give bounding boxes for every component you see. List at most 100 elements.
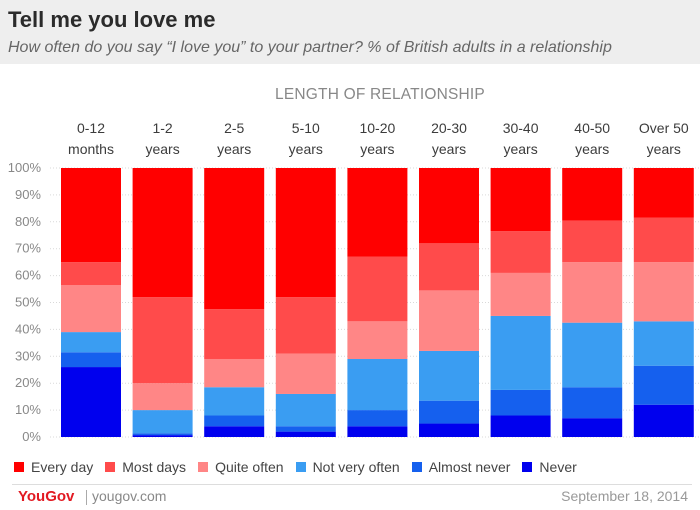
bar-segment-never [419, 423, 479, 437]
bar-segment-not-very-often [490, 315, 551, 390]
bar-segment-most-days [275, 297, 336, 354]
y-tick-label: 60% [15, 268, 41, 283]
legend-item: Quite often [198, 459, 284, 475]
bar-segment-almost-never [204, 415, 265, 427]
category-label: 5-10 years [288, 120, 323, 157]
bar-segment-not-very-often [204, 387, 265, 416]
bar-segment-most-days [633, 217, 694, 263]
bar-segment-every-day [61, 168, 121, 263]
chart-legend: Every day Most days Quite often Not very of… [14, 457, 589, 477]
bar-segment-never [275, 431, 336, 437]
legend-swatch [14, 462, 24, 472]
bar-segment-every-day [562, 168, 623, 221]
legend-swatch [411, 462, 422, 472]
bar-segment-not-very-often [347, 358, 408, 411]
footer-site-link[interactable]: yougov.com [92, 488, 167, 504]
legend-label: Most days [122, 459, 187, 475]
legend-item: Almost never [411, 459, 511, 475]
bar-segment-almost-never [275, 426, 336, 432]
legend-item: Never [522, 459, 577, 475]
bar-segment-quite-often [633, 262, 694, 322]
bar-segment-almost-never [347, 410, 408, 427]
bar-segment-most-days [490, 231, 551, 273]
legend-swatch [522, 462, 533, 472]
stacked-bar-chart: 0% 10% 20% 30% 40% 50% 60% 70% 80% 90% 100% [8, 160, 700, 444]
bar-segment-never [347, 426, 408, 437]
bar-segment-most-days [419, 243, 479, 291]
bar-segment-not-very-often [61, 332, 121, 353]
legend-swatch [295, 462, 306, 472]
bar-segment-never [490, 415, 551, 437]
bar-segment-every-day [633, 168, 694, 218]
bar-segment-quite-often [419, 290, 479, 351]
category-label: Over 50 years [638, 120, 689, 157]
bar-segment-almost-never [633, 365, 694, 405]
bar-segment-quite-often [132, 383, 193, 411]
chart-subtitle: How often do you say “I love you” to you… [8, 39, 612, 56]
bar-segment-almost-never [490, 389, 551, 416]
bar-segment-every-day [204, 168, 265, 310]
category-label: 10-20 years [359, 120, 396, 157]
bar-segment-almost-never [132, 433, 193, 436]
category-label: 1-2 years [145, 120, 180, 157]
category-label: 30-40 years [502, 120, 539, 157]
bar-segment-never [562, 418, 623, 437]
bar-segment-most-days [61, 262, 121, 286]
category-label: 40-50 years [574, 120, 611, 157]
bar-segment-every-day [490, 168, 551, 232]
bar-segment-not-very-often [132, 410, 193, 434]
header-banner: Tell me you love me How often do you say… [0, 0, 700, 64]
y-tick-label: 90% [15, 187, 41, 202]
bar-segment-every-day [419, 168, 479, 244]
legend-swatch [198, 462, 209, 472]
y-tick-label: 10% [15, 402, 41, 417]
legend-label: Quite often [215, 459, 284, 475]
bar-segment-quite-often [347, 321, 408, 359]
legend-item: Most days [105, 459, 186, 475]
bar-segment-every-day [275, 168, 336, 298]
footer-divider [12, 484, 692, 485]
bar-segment-most-days [347, 256, 408, 322]
bar-segment-never [204, 426, 265, 437]
legend-item: Every day [14, 459, 93, 475]
category-label: 2-5 years [217, 120, 252, 157]
y-tick-label: 100% [8, 160, 42, 175]
bar-segment-quite-often [61, 285, 121, 333]
y-tick-label: 40% [15, 321, 41, 336]
bar-segment-never [61, 367, 121, 437]
yougov-logo: YouGov [18, 488, 75, 505]
y-tick-label: 0% [22, 429, 41, 444]
category-label: 20-30 years [431, 120, 467, 157]
footer-separator [86, 490, 87, 505]
bar-segment-almost-never [419, 400, 479, 424]
y-tick-label: 20% [15, 375, 41, 390]
legend-label: Every day [31, 459, 94, 475]
bar-segment-not-very-often [633, 321, 694, 366]
bar-segment-almost-never [61, 352, 121, 368]
legend-swatch [105, 462, 116, 472]
bar-segment-every-day [347, 168, 408, 257]
bar-segment-not-very-often [275, 393, 336, 427]
footer-date: September 18, 2014 [561, 488, 688, 504]
x-axis-title: LENGTH OF RELATIONSHIP [275, 86, 485, 103]
bar-segment-not-very-often [562, 322, 623, 388]
bar-segment-quite-often [204, 358, 265, 388]
bar-segment-most-days [204, 309, 265, 359]
y-tick-label: 70% [15, 241, 41, 256]
bar-segment-quite-often [562, 262, 623, 323]
legend-item: Not very often [295, 459, 400, 475]
bar-segment-every-day [132, 168, 193, 298]
bar-segment-almost-never [562, 387, 623, 419]
y-tick-label: 80% [15, 214, 41, 229]
y-tick-label: 30% [15, 348, 41, 363]
bar-segment-never [132, 435, 193, 437]
bar-segment-never [633, 404, 694, 437]
bar-segment-quite-often [490, 272, 551, 316]
legend-label: Not very often [312, 459, 400, 475]
legend-label: Almost never [428, 459, 511, 475]
bar-segment-most-days [132, 297, 193, 384]
bar-segment-quite-often [275, 353, 336, 394]
legend-label: Never [539, 459, 577, 475]
bar-segment-most-days [562, 220, 623, 263]
bar-segment-not-very-often [419, 350, 479, 401]
